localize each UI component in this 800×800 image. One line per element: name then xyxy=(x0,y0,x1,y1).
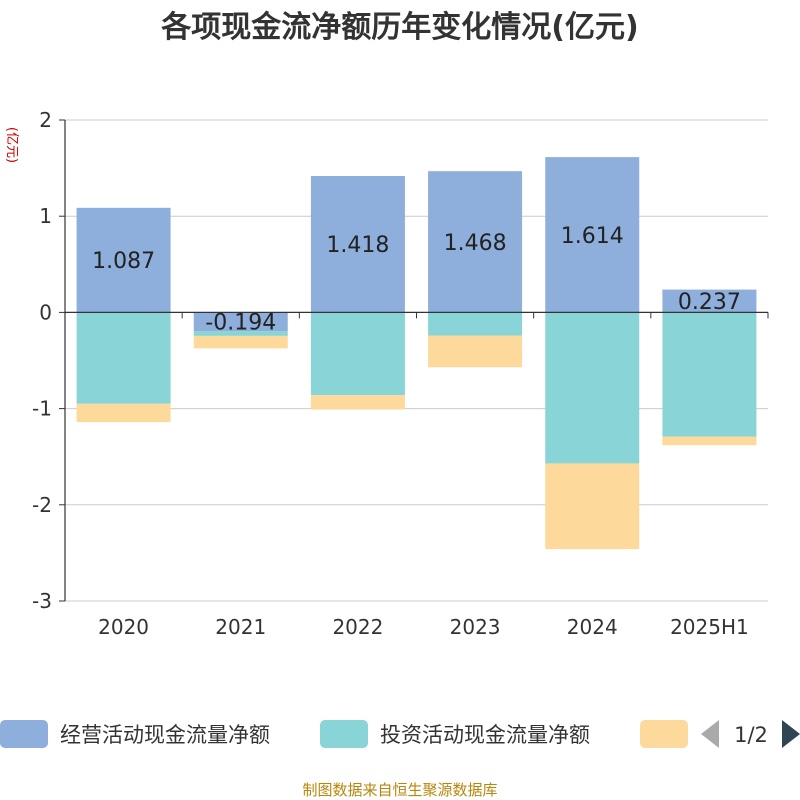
y-tick-label: 2 xyxy=(39,108,52,132)
y-tick-label: -2 xyxy=(32,493,52,517)
data-label: 1.087 xyxy=(92,249,155,274)
bar-2024-series-1[interactable] xyxy=(545,312,640,464)
data-label: 1.468 xyxy=(444,231,507,256)
bar-2023-series-0[interactable] xyxy=(428,171,523,313)
x-tick-label: 2024 xyxy=(567,615,618,639)
x-tick-label: 2025H1 xyxy=(670,615,749,639)
source-note: 制图数据来自恒生聚源数据库 xyxy=(302,781,497,799)
y-tick-label: -3 xyxy=(32,589,52,613)
bar-2020-series-2[interactable] xyxy=(76,403,171,423)
bar-2023-series-1[interactable] xyxy=(428,312,523,336)
y-axis-unit: (亿元) xyxy=(4,127,19,163)
y-tick-label: 1 xyxy=(39,204,52,228)
legend-page-indicator: 1/2 xyxy=(734,723,768,747)
data-label: 0.237 xyxy=(678,290,741,315)
data-labels: 1.087 -0.194 1.418 1.468 1.614 0.237 xyxy=(92,224,741,336)
x-tick-label: 2020 xyxy=(98,615,149,639)
bar-2022-series-2[interactable] xyxy=(310,395,405,410)
bar-2025H1-series-1[interactable] xyxy=(662,312,757,437)
bar-2020-series-0[interactable] xyxy=(76,207,171,313)
legend-label[interactable]: 经营活动现金流量净额 xyxy=(60,723,270,747)
legend-label[interactable]: 投资活动现金流量净额 xyxy=(380,723,590,747)
legend: 经营活动现金流量净额 投资活动现金流量净额 1/2 xyxy=(0,720,800,748)
y-tick-label: 0 xyxy=(39,300,52,324)
bar-2022-series-1[interactable] xyxy=(310,312,405,396)
legend-next-icon[interactable] xyxy=(782,720,800,748)
chart-title: 各项现金流净额历年变化情况(亿元) xyxy=(160,10,638,45)
grid-lines xyxy=(65,119,768,602)
bar-2024-series-2[interactable] xyxy=(545,463,640,550)
bar-2021-series-0[interactable] xyxy=(193,312,288,332)
bar-2025H1-series-0[interactable] xyxy=(662,289,757,313)
bar-2022-series-0[interactable] xyxy=(310,175,405,313)
legend-prev-icon[interactable] xyxy=(701,720,719,748)
x-tick-label: 2022 xyxy=(332,615,383,639)
axes: 2 1 0 -1 -2 -3 2020 2021 2022 2023 2024 2025H1 xyxy=(32,108,769,639)
legend-swatch[interactable] xyxy=(640,720,688,748)
bar-2024-series-0[interactable] xyxy=(545,157,640,313)
bar-2021-series-1[interactable] xyxy=(193,331,288,336)
bar-2023-series-2[interactable] xyxy=(428,335,523,368)
data-label: -0.194 xyxy=(205,311,276,336)
bar-2020-series-1[interactable] xyxy=(76,312,171,404)
bars xyxy=(76,157,757,550)
data-label: 1.614 xyxy=(561,224,624,249)
bar-2025H1-series-2[interactable] xyxy=(662,436,757,446)
legend-swatch[interactable] xyxy=(320,720,368,748)
x-tick-label: 2021 xyxy=(215,615,266,639)
data-label: 1.418 xyxy=(326,233,389,258)
legend-swatch[interactable] xyxy=(0,720,48,748)
x-tick-label: 2023 xyxy=(450,615,501,639)
bar-2021-series-2[interactable] xyxy=(193,335,288,349)
y-tick-label: -1 xyxy=(32,397,52,421)
